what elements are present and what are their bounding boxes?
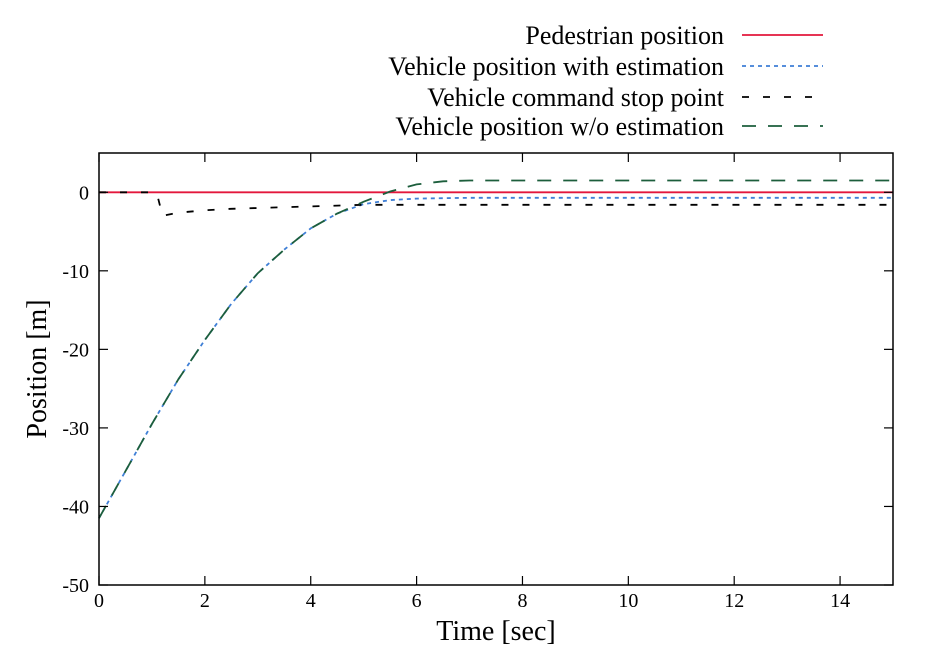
y-tick-label: -30	[62, 418, 89, 440]
x-axis-label: Time [sec]	[436, 616, 556, 647]
x-tick-label: 10	[618, 590, 638, 612]
y-tick-label: -40	[62, 496, 89, 518]
x-tick-label: 8	[517, 590, 527, 612]
x-tick-label: 0	[94, 590, 104, 612]
legend-label-3: Vehicle position w/o estimation	[395, 112, 724, 141]
x-tick-label: 4	[306, 590, 316, 612]
series-line-2	[99, 191, 893, 217]
plot-frame	[98, 152, 894, 586]
y-tick-label: -20	[62, 339, 89, 361]
legend-label-0: Pedestrian position	[525, 21, 724, 50]
x-tick-label: 12	[724, 590, 744, 612]
x-tick-label: 2	[200, 590, 210, 612]
legend-label-1: Vehicle position with estimation	[388, 52, 724, 81]
plot-series	[98, 179, 893, 519]
series-line-3	[98, 179, 893, 519]
legend-label-2: Vehicle command stop point	[427, 83, 725, 112]
x-tick-label: 6	[412, 590, 422, 612]
y-axis-label: Position [m]	[22, 299, 53, 438]
axis-ticks: 0 2 4 6 8 10 12 14 0 -10 -20 -30 -40 -50	[62, 153, 893, 612]
series-line-1	[98, 196, 893, 519]
y-tick-label: 0	[79, 182, 89, 204]
x-tick-label: 14	[830, 590, 850, 612]
y-tick-label: -50	[62, 575, 89, 597]
y-tick-label: -10	[62, 261, 89, 283]
